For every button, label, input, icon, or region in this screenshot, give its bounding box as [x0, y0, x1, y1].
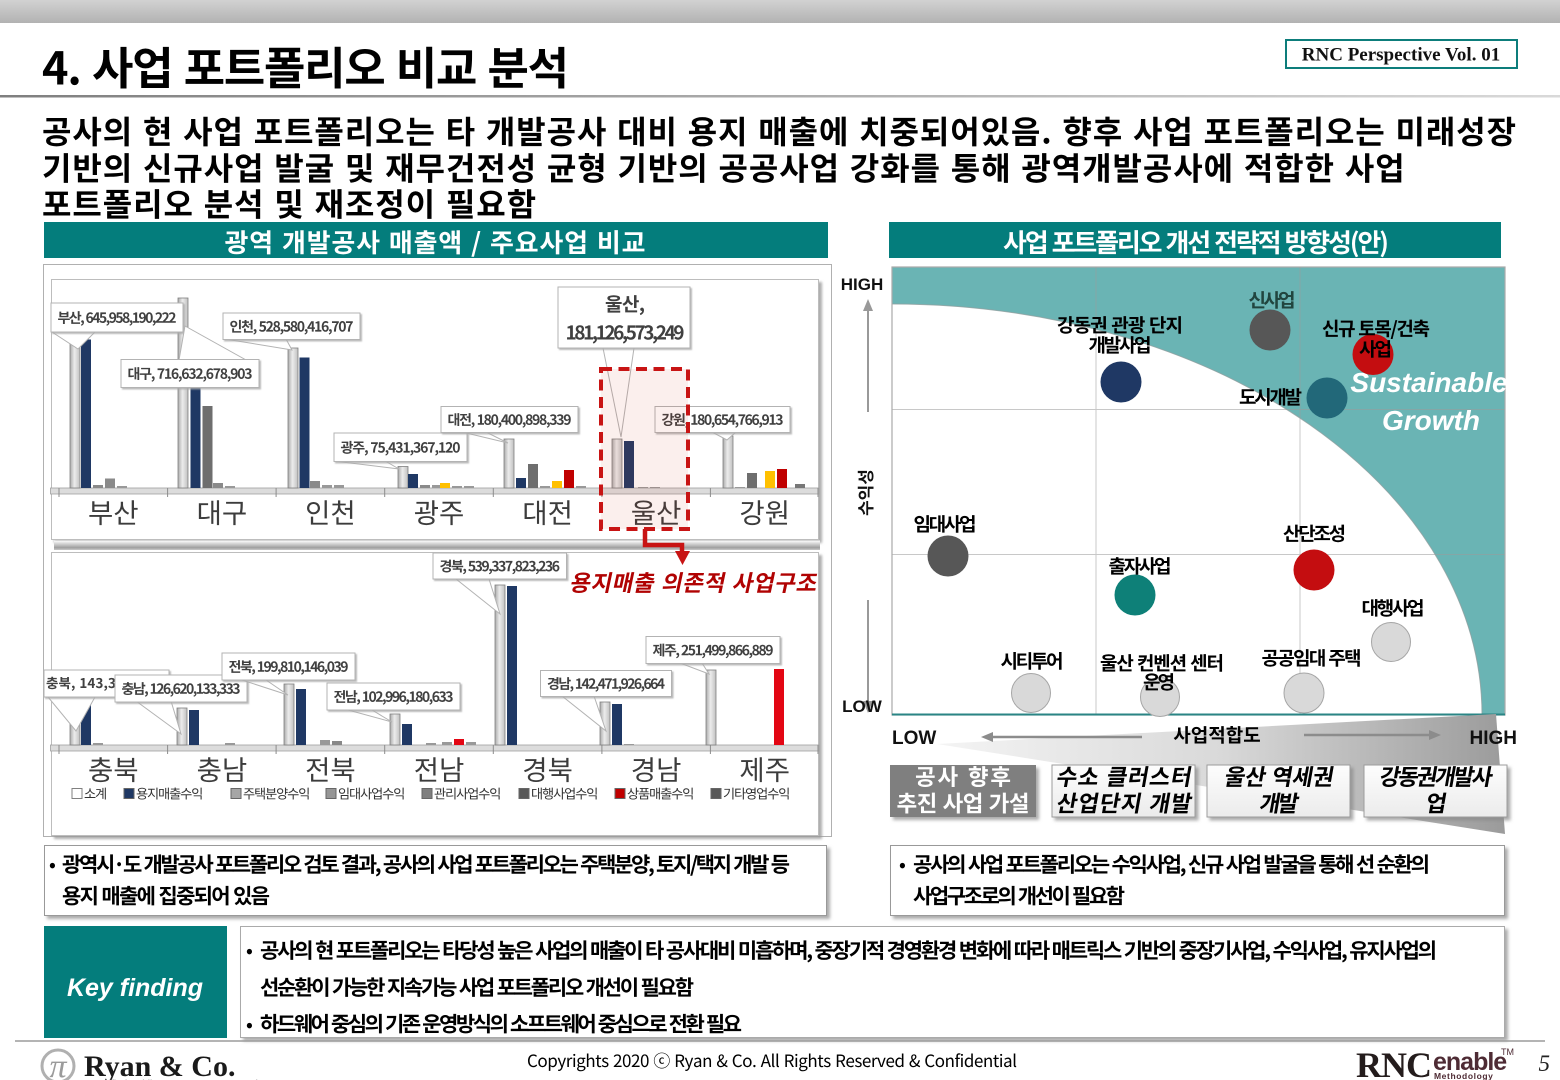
- svg-text:Ryan & Co.: Ryan & Co.: [84, 1050, 235, 1080]
- svg-text:5: 5: [1539, 1051, 1551, 1076]
- svg-text:Key finding: Key finding: [67, 974, 203, 1002]
- svg-text:LOW: LOW: [892, 728, 936, 749]
- svg-text:HIGH: HIGH: [841, 275, 884, 294]
- svg-text:HIGH: HIGH: [1470, 728, 1518, 749]
- svg-text:LOW: LOW: [842, 697, 883, 716]
- svg-text:enable: enable: [1433, 1048, 1507, 1076]
- svg-text:Methodology: Methodology: [1434, 1071, 1493, 1080]
- svg-text:Growth: Growth: [1382, 405, 1480, 436]
- svg-text:π: π: [49, 1048, 67, 1080]
- svg-text:RNC Perspective Vol. 01: RNC Perspective Vol. 01: [1302, 45, 1500, 66]
- svg-text:TM: TM: [1501, 1047, 1514, 1057]
- svg-text:RNC: RNC: [1356, 1045, 1431, 1080]
